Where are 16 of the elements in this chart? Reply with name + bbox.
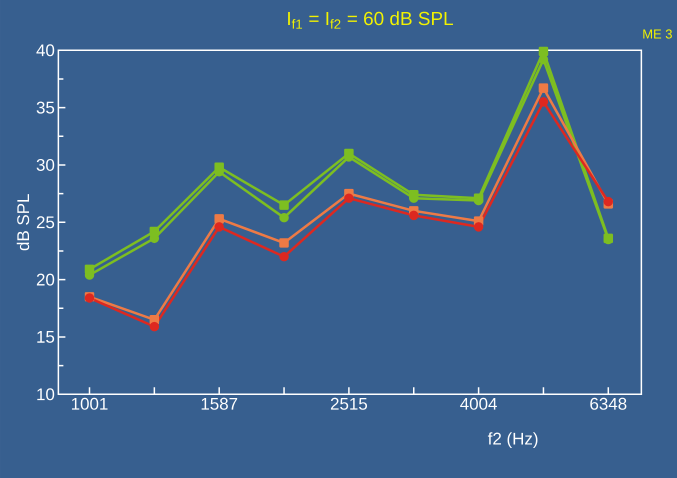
y-tick-label: 35 [36, 102, 54, 114]
y-tick-label: 10 [37, 388, 54, 400]
x-tick-label: 1587 [202, 398, 238, 410]
x-tick-label: 1001 [72, 398, 108, 410]
y-tick-label: 30 [36, 158, 54, 171]
x-tick-label: 6348 [590, 398, 626, 410]
x-tick-label: 2515 [330, 398, 368, 410]
chart-title: I$_{f1}$ = I$_{f2}$ = 60 dB SPL [288, 11, 453, 29]
x-tick-label: 4004 [460, 398, 497, 410]
y-tick-label: 40 [36, 44, 54, 56]
text: ME 3 [643, 29, 672, 39]
y-tick-label: 25 [36, 216, 54, 228]
x-axis-title: f2 (Hz) [488, 432, 538, 448]
y-tick-label: 15 [37, 331, 54, 343]
y-axis-title: dB SPL [16, 194, 30, 250]
y-tick-label: 20 [36, 274, 54, 286]
